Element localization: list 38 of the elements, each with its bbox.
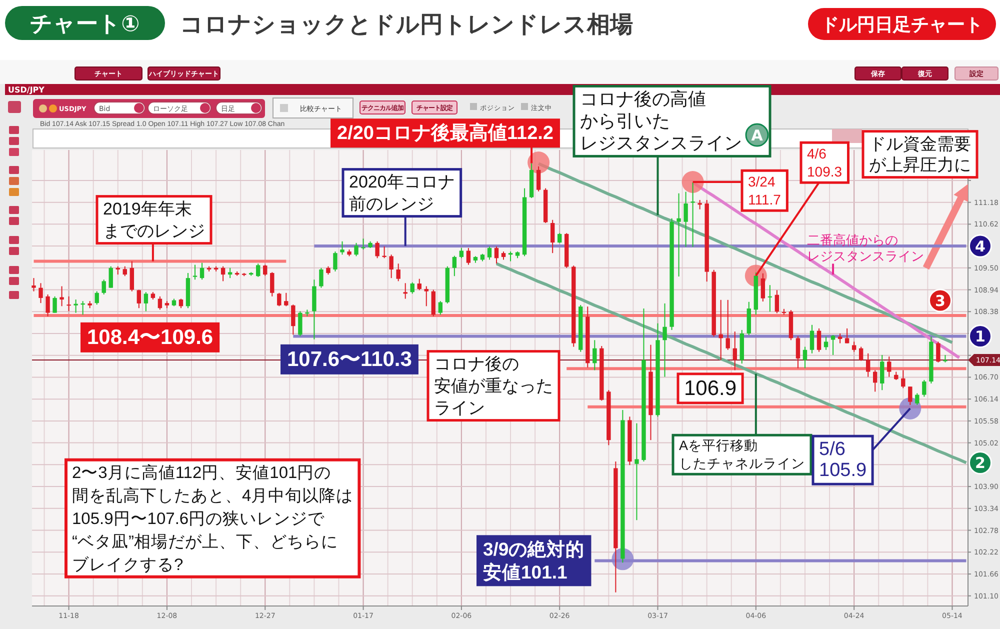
- series-label: 4: [975, 238, 986, 256]
- annotation: 二番高値からのレジスタンスライン: [807, 232, 924, 264]
- annotation: 2020年コロナ前のレンジ: [349, 172, 455, 214]
- header: コロナショックとドル円トレンドレス相場 ドル円日足チャート: [180, 8, 996, 40]
- annotation: 2〜3月に高値112円、安値101円の間を乱高下したあと、4月中旬以降は105.9円〜107.6円の狭いレンジで“ベタ凪”相場だが上、下、どちらにブレイクする?: [64, 458, 361, 578]
- point: [682, 171, 704, 194]
- annotation: 5/6 105.9: [819, 439, 867, 482]
- annotation: 106.9: [684, 376, 737, 400]
- annotation: 107.6〜110.3: [287, 348, 412, 371]
- annotation: 2/20コロナ後最高値112.2: [330, 118, 560, 148]
- annotation: 4/6 109.3: [800, 141, 850, 184]
- annotation: コロナ後の安値が重なったライン: [426, 350, 560, 422]
- chart-title: コロナショックとドル円トレンドレス相場: [180, 12, 633, 38]
- annotation: 3/24 111.7: [740, 169, 788, 212]
- annotation: コロナ後の安値が重なったライン: [434, 354, 553, 418]
- annotation: 3/9の絶対的安値101.1: [476, 535, 592, 586]
- chart-subtitle: ドル円日足チャート: [821, 14, 983, 36]
- annotation: Aを平行移動したチャネルライン: [679, 438, 805, 472]
- annotation: 2019年年末までのレンジ: [96, 195, 212, 245]
- annotation: ドル資金需要が上昇圧力に: [862, 130, 978, 179]
- annotation: 5/6 105.9: [812, 434, 874, 486]
- annotation: コロナ後の高値から引いたレジスタンスライン: [580, 89, 742, 154]
- annotation: 2019年年末までのレンジ: [103, 199, 205, 240]
- series-label: 2: [975, 454, 986, 472]
- annotation: 4/6 109.3: [807, 146, 842, 180]
- series-label: 1: [975, 328, 986, 346]
- annotation: ドル資金需要が上昇圧力に: [869, 134, 971, 174]
- annotation: 107.6〜110.3: [280, 344, 418, 374]
- series-label: 3: [935, 292, 946, 310]
- annotation: Aを平行移動したチャネルライン: [672, 434, 812, 476]
- annotation: 2020年コロナ前のレンジ: [342, 168, 462, 218]
- annotation: チャート①: [5, 6, 165, 40]
- annotation: 3/9の絶対的安値101.1: [483, 538, 585, 583]
- annotation: 108.4〜109.6: [80, 322, 220, 352]
- annotation: 108.4〜109.6: [87, 326, 214, 349]
- annotation: 3/24 111.7: [748, 174, 782, 208]
- annotation: 106.9: [676, 372, 744, 404]
- annotation: USD/JPY: [8, 86, 44, 94]
